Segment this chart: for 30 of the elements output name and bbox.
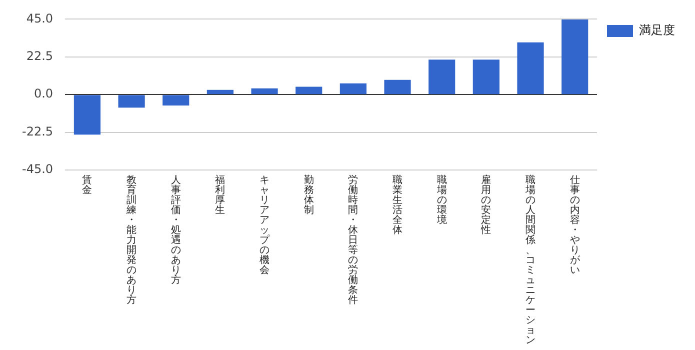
bar bbox=[206, 90, 234, 94]
bar bbox=[340, 83, 366, 94]
y-tick-label: 0.0 bbox=[34, 86, 54, 101]
x-tick-label: 職業生活全体 bbox=[392, 175, 404, 236]
x-tick-label: 賃金 bbox=[81, 175, 94, 196]
x-tick-label: 勤務体制 bbox=[302, 175, 315, 216]
bar bbox=[384, 80, 411, 94]
bar bbox=[74, 95, 101, 135]
bar bbox=[428, 60, 456, 94]
bar bbox=[472, 60, 500, 94]
bar bbox=[517, 42, 544, 94]
y-tick-label: 22.5 bbox=[26, 49, 54, 64]
x-tick-label: 福利厚生 bbox=[214, 175, 226, 216]
bar bbox=[296, 86, 322, 94]
y-tick-label: -22.5 bbox=[22, 124, 54, 138]
y-tick-label: -45.0 bbox=[22, 162, 54, 176]
legend-label: 満足度 bbox=[639, 23, 675, 38]
category-label: 職場の人間関係、コミュニケーション bbox=[526, 175, 536, 346]
category-label: 人事評価・処遇のあり方 bbox=[170, 175, 181, 286]
x-tick-label: 職場の環境 bbox=[436, 175, 448, 226]
category-label: 教育訓練・能力開発のあり方 bbox=[126, 175, 137, 306]
category-label: 労働時間・休日等の労働条件 bbox=[348, 175, 358, 306]
bar bbox=[162, 95, 190, 106]
y-tick-label: 45.0 bbox=[26, 11, 54, 26]
category-label: 仕事の内容・やりがい bbox=[570, 175, 580, 276]
bar bbox=[118, 95, 145, 108]
x-tick-label: 雇用の安定性 bbox=[480, 175, 492, 236]
category-label: キャリアアップの機会 bbox=[260, 175, 270, 276]
bar bbox=[562, 20, 588, 94]
bar bbox=[251, 88, 278, 94]
